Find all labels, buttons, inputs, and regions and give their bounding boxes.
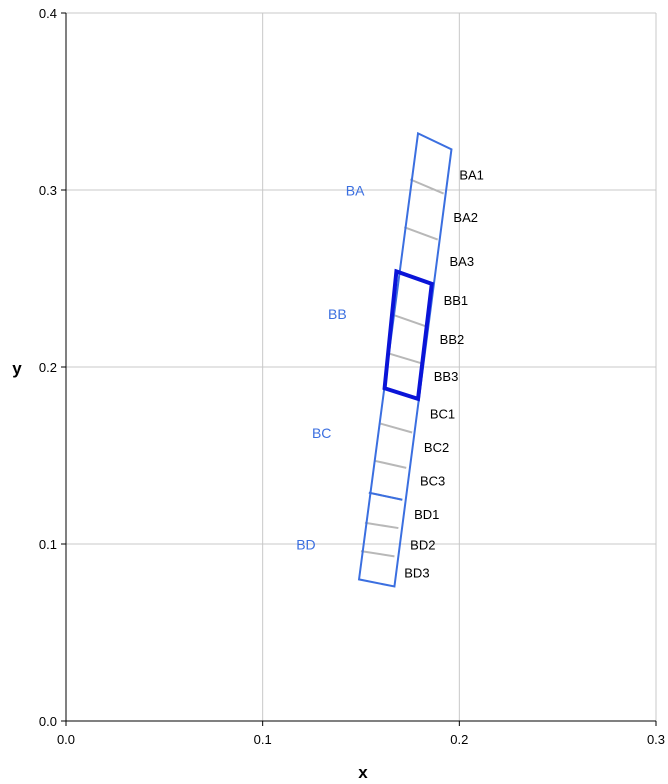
sub-label: BD2 <box>410 537 435 552</box>
x-tick-label: 0.2 <box>450 732 468 747</box>
grid <box>66 12 657 721</box>
y-tick-label: 0.4 <box>39 6 57 21</box>
sub-label: BD3 <box>404 566 429 581</box>
sub-label: BA1 <box>459 167 484 182</box>
outline-polygon <box>357 131 453 588</box>
y-axis-title: y <box>12 359 22 378</box>
sub-label: BA2 <box>453 210 478 225</box>
sub-label: BB1 <box>444 293 469 308</box>
divider-line <box>386 351 423 365</box>
sub-label: BC2 <box>424 440 449 455</box>
plot-shapes <box>357 131 453 588</box>
sub-label: BD1 <box>414 507 439 522</box>
divider-line <box>390 312 427 328</box>
y-tick-label: 0.2 <box>39 360 57 375</box>
sub-label: BC1 <box>430 406 455 421</box>
divider-line <box>409 178 444 195</box>
sub-label: BA3 <box>450 254 475 269</box>
divider-line <box>403 226 439 241</box>
sub-label: BB2 <box>440 332 465 347</box>
axes <box>61 12 657 726</box>
divider-line <box>374 459 407 469</box>
divider-line <box>360 550 395 558</box>
sub-label: BB3 <box>434 369 459 384</box>
x-tick-label: 0.0 <box>57 732 75 747</box>
x-tick-label: 0.1 <box>254 732 272 747</box>
y-tick-label: 0.0 <box>39 714 57 729</box>
zone-label: BD <box>296 536 315 552</box>
zone-separator <box>368 491 403 501</box>
zone-label: BA <box>346 182 365 198</box>
zone-label: BC <box>312 425 331 441</box>
data-labels: BA BB BC BD BA1 BA2 BA3 BB1 BB2 BB3 BC1 BC2 BC3 BD1 BD… <box>296 167 484 580</box>
sub-label: BC3 <box>420 474 445 489</box>
divider-line <box>380 422 413 434</box>
y-tick-label: 0.1 <box>39 537 57 552</box>
tick-labels: 0.0 0.1 0.2 0.3 0.0 0.1 0.2 0.3 0.4 <box>39 6 665 747</box>
highlight-polygon <box>382 268 434 402</box>
divider-line <box>364 521 399 530</box>
zone-label: BB <box>328 306 347 322</box>
x-axis-title: x <box>358 763 368 782</box>
x-tick-label: 0.3 <box>647 732 665 747</box>
y-tick-label: 0.3 <box>39 183 57 198</box>
